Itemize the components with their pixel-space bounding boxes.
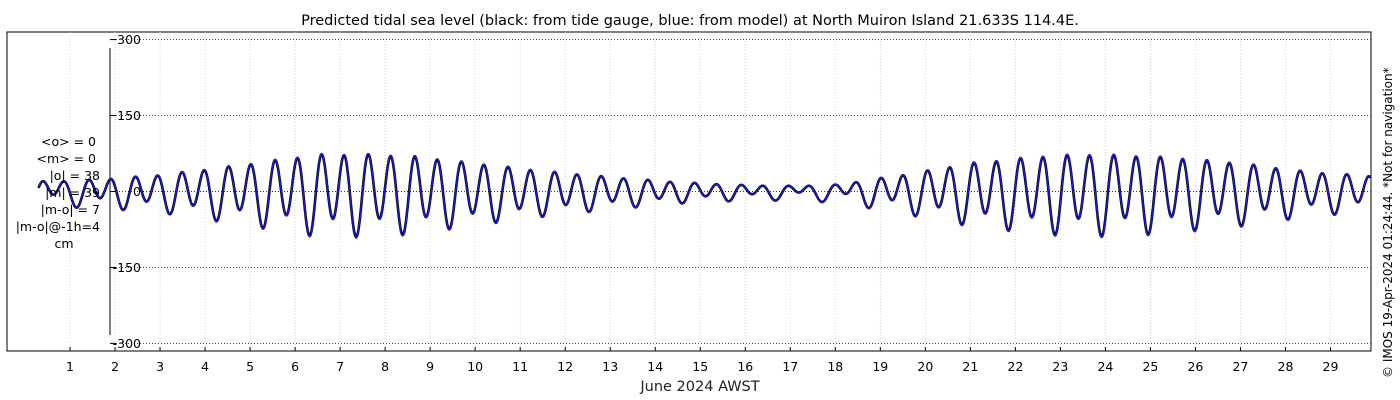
x-tick-label: 16 — [737, 359, 753, 374]
x-tick-label: 22 — [1007, 359, 1023, 374]
x-tick-label: 9 — [426, 359, 434, 374]
copyright-credit: © IMOS 19-Apr-2024 01:24:44. *Not for na… — [1381, 67, 1395, 378]
x-axis-label: June 2024 AWST — [639, 379, 759, 395]
x-tick-label: 27 — [1232, 359, 1248, 374]
x-tick-label: 17 — [782, 359, 798, 374]
x-tick-label: 29 — [1323, 359, 1339, 374]
stats-line: |m| = 39 — [45, 185, 100, 200]
x-tick-label: 2 — [111, 359, 119, 374]
x-tick-label: 12 — [557, 359, 573, 374]
x-axis-ticks: 1 2 3 4 5 6 7 8 9 10 11 12 13 14 15 16 17 18 19 20 21 22 23 24 2… — [66, 347, 1338, 374]
stats-line: <m> = 0 — [37, 151, 97, 166]
x-tick-label: 4 — [201, 359, 209, 374]
x-tick-label: 19 — [872, 359, 888, 374]
x-tick-label: 26 — [1187, 359, 1203, 374]
y-tick-label: -300 — [113, 336, 141, 351]
y-axis-ticks: 300 150 0 -150 -300 — [110, 32, 141, 351]
stats-block: <o> = 0 <m> = 0 |o| = 38 |m| = 39 |m-o| = 7 |… — [16, 134, 100, 251]
x-tick-label: 24 — [1097, 359, 1113, 374]
chart-title: Predicted tidal sea level (black: from t… — [301, 13, 1079, 29]
y-gridlines — [110, 39, 1371, 344]
stats-line: cm — [54, 236, 73, 251]
x-tick-label: 25 — [1142, 359, 1158, 374]
x-tick-label: 1 — [66, 359, 74, 374]
stats-line: <o> = 0 — [41, 134, 96, 149]
stats-line: |m-o|@-1h=4 — [16, 219, 100, 234]
y-tick-label: 300 — [117, 32, 141, 47]
x-tick-label: 15 — [692, 359, 708, 374]
stats-line: |m-o| = 7 — [41, 202, 100, 217]
x-tick-label: 11 — [512, 359, 528, 374]
x-tick-label: 5 — [246, 359, 254, 374]
x-tick-label: 6 — [291, 359, 299, 374]
x-tick-label: 21 — [962, 359, 978, 374]
y-tick-label: 150 — [117, 108, 141, 123]
x-tick-label: 23 — [1052, 359, 1068, 374]
x-tick-label: 8 — [381, 359, 389, 374]
x-tick-label: 13 — [602, 359, 618, 374]
y-tick-label: -150 — [113, 260, 141, 275]
x-tick-label: 20 — [917, 359, 933, 374]
x-tick-label: 10 — [467, 359, 483, 374]
stats-line: |o| = 38 — [50, 168, 100, 183]
x-tick-label: 18 — [827, 359, 843, 374]
x-tick-label: 28 — [1278, 359, 1294, 374]
x-tick-label: 3 — [156, 359, 164, 374]
x-tick-label: 7 — [336, 359, 344, 374]
y-tick-label: 0 — [133, 184, 141, 199]
x-tick-label: 14 — [647, 359, 663, 374]
series-line-model — [37, 152, 1372, 239]
